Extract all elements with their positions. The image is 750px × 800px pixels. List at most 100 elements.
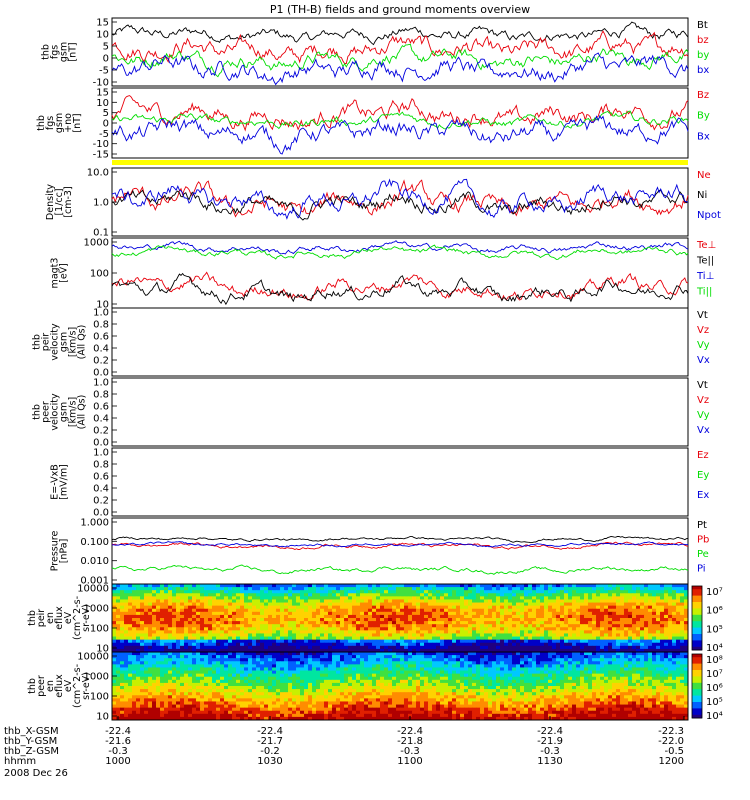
spectrogram-cell: [240, 602, 245, 607]
spectrogram-cell: [528, 614, 533, 619]
spectrogram-cell: [600, 611, 605, 616]
spectrogram-cell: [156, 599, 161, 603]
spectrogram-cell: [624, 636, 629, 641]
spectrogram-cell: [368, 667, 373, 671]
spectrogram-cell: [476, 596, 481, 600]
spectrogram-cell: [196, 605, 201, 610]
spectrogram-cell: [648, 624, 653, 628]
spectrogram-cell: [392, 642, 397, 647]
spectrogram-cell: [516, 670, 521, 675]
spectrogram-cell: [200, 599, 205, 603]
spectrogram-cell: [516, 642, 521, 647]
spectrogram-cell: [264, 605, 269, 610]
spectrogram-cell: [340, 664, 345, 668]
spectrogram-cell: [184, 599, 189, 603]
spectrogram-cell: [328, 658, 333, 662]
spectrogram-cell: [332, 621, 337, 625]
spectrogram-cell: [232, 670, 237, 675]
spectrogram-cell: [280, 611, 285, 616]
spectrogram-cell: [536, 648, 541, 653]
spectrogram-cell: [224, 655, 229, 659]
spectrogram-cell: [308, 667, 313, 671]
spectrogram-cell: [248, 596, 253, 600]
spectrogram-cell: [140, 664, 145, 668]
colorbar-cell: [692, 606, 702, 609]
spectrogram-cell: [576, 614, 581, 619]
spectrogram-cell: [644, 682, 649, 687]
spectrogram-cell: [348, 636, 353, 641]
spectrogram-cell: [588, 682, 593, 687]
spectrogram-cell: [580, 608, 585, 613]
spectrogram-cell: [596, 642, 601, 647]
spectrogram-cell: [532, 590, 537, 594]
spectrogram-cell: [588, 596, 593, 600]
spectrogram-cell: [180, 618, 185, 622]
spectrogram-cell: [468, 602, 473, 607]
spectrogram-cell: [148, 673, 153, 678]
spectrogram-cell: [388, 608, 393, 613]
y-axis-label: [1/cc]: [54, 188, 65, 215]
spectrogram-cell: [660, 636, 665, 641]
spectrogram-cell: [368, 624, 373, 628]
spectrogram-cell: [236, 621, 241, 625]
spectrogram-cell: [336, 648, 341, 653]
spectrogram-cell: [512, 667, 517, 671]
spectrogram-cell: [216, 645, 221, 650]
spectrogram-cell: [212, 636, 217, 641]
spectrogram-cell: [112, 584, 117, 588]
spectrogram-cell: [136, 661, 141, 665]
spectrogram-cell: [684, 633, 689, 637]
spectrogram-cell: [356, 602, 361, 607]
spectrogram-cell: [528, 618, 533, 622]
spectrogram-cell: [452, 642, 457, 647]
spectrogram-cell: [524, 614, 529, 619]
spectrogram-cell: [364, 590, 369, 594]
spectrogram-cell: [480, 639, 485, 644]
spectrogram-cell: [680, 614, 685, 619]
spectrogram-cell: [388, 655, 393, 659]
spectrogram-cell: [184, 596, 189, 600]
spectrogram-cell: [580, 682, 585, 687]
spectrogram-cell: [400, 618, 405, 622]
spectrogram-cell: [504, 639, 509, 644]
spectrogram-cell: [324, 673, 329, 678]
spectrogram-cell: [444, 624, 449, 628]
colorbar-cell: [692, 648, 702, 651]
spectrogram-cell: [416, 636, 421, 641]
spectrogram-cell: [212, 599, 217, 603]
spectrogram-cell: [676, 633, 681, 637]
spectrogram-cell: [552, 624, 557, 628]
spectrogram-cell: [636, 602, 641, 607]
colorbar-frame: [691, 585, 703, 651]
spectrogram-cell: [132, 621, 137, 625]
spectrogram-cell: [640, 602, 645, 607]
spectrogram-cell: [136, 633, 141, 637]
spectrogram-cell: [232, 648, 237, 653]
spectrogram-cell: [540, 630, 545, 634]
spectrogram-cell: [144, 682, 149, 687]
spectrogram-cell: [160, 652, 165, 656]
spectrogram-cell: [300, 648, 305, 653]
spectrogram-cell: [220, 602, 225, 607]
spectrogram-cell: [600, 655, 605, 659]
spectrogram-cell: [312, 605, 317, 610]
y-tick-label: 0.6: [93, 402, 109, 413]
spectrogram-cell: [452, 673, 457, 678]
spectrogram-cell: [524, 652, 529, 656]
spectrogram-cell: [612, 676, 617, 681]
spectrogram-cell: [560, 584, 565, 588]
series-label: Vt: [697, 310, 708, 321]
spectrogram-cell: [544, 670, 549, 675]
spectrogram-cell: [384, 636, 389, 641]
spectrogram-cell: [516, 624, 521, 628]
spectrogram-cell: [404, 602, 409, 607]
spectrogram-cell: [296, 624, 301, 628]
spectrogram-cell: [224, 611, 229, 616]
spectrogram-cell: [352, 590, 357, 594]
spectrogram-cell: [468, 642, 473, 647]
spectrogram-cell: [312, 676, 317, 681]
spectrogram-cell: [556, 608, 561, 613]
spectrogram-cell: [452, 655, 457, 659]
spectrogram-cell: [276, 627, 281, 631]
spectrogram-cell: [616, 676, 621, 681]
